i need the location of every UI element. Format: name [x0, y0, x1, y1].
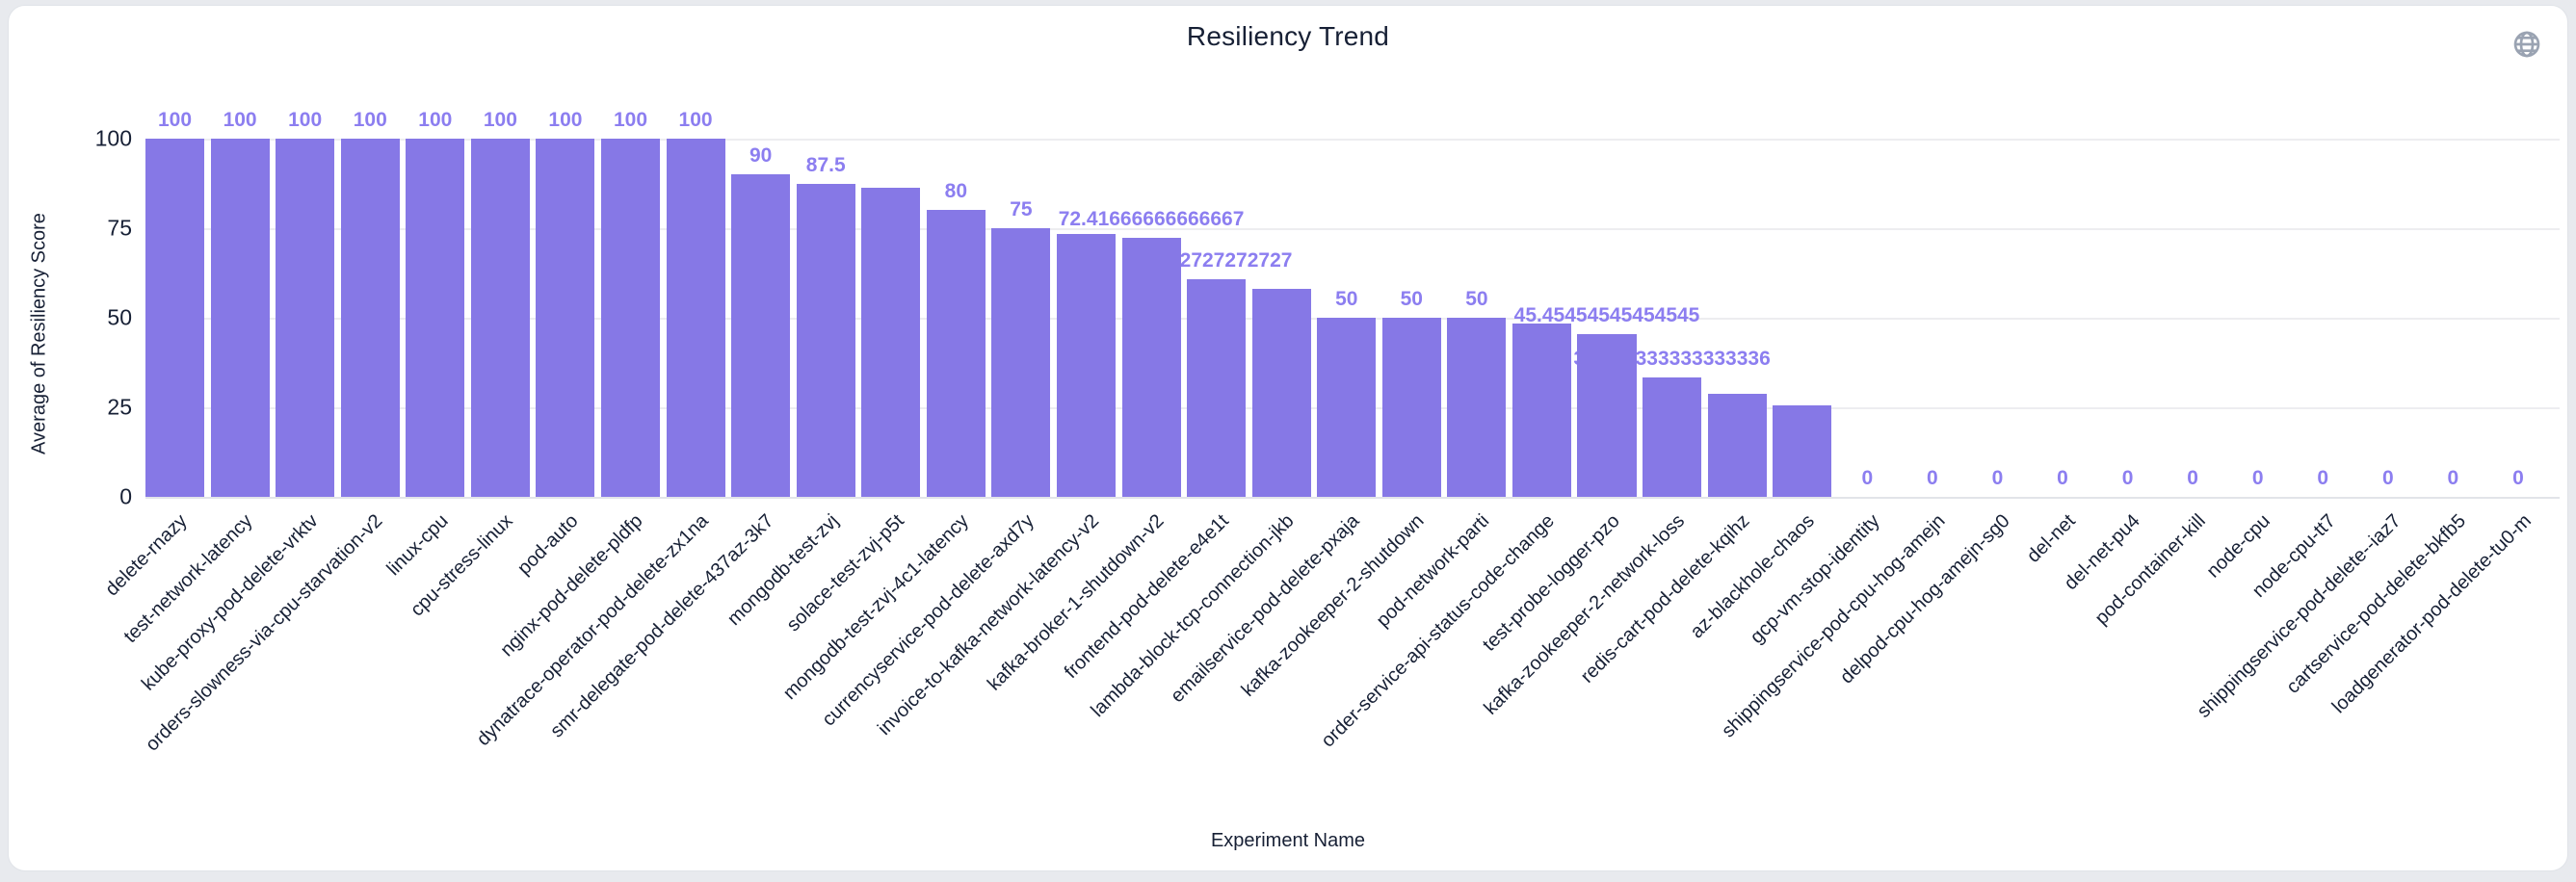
- bar[interactable]: [406, 139, 465, 497]
- bar-value-label: 87.5: [805, 153, 846, 176]
- bar-chart-plot: Average of Resiliency Score Experiment N…: [9, 6, 2567, 870]
- bar[interactable]: [340, 139, 400, 497]
- bar-value-label: 0: [1927, 467, 1938, 489]
- x-axis-label: az-blackhole-chaos: [1686, 510, 1820, 643]
- chart-card: Resiliency Trend Average of Resiliency S…: [8, 5, 2568, 871]
- bar[interactable]: [991, 228, 1051, 497]
- chart-title: Resiliency Trend: [1186, 21, 1390, 51]
- bar[interactable]: [1251, 289, 1311, 497]
- bar-value-label: 0: [2381, 467, 2394, 489]
- bar-value-label: 100: [483, 109, 517, 131]
- gridline-100: [145, 139, 2560, 141]
- y-tick-label-100: 100: [94, 125, 132, 151]
- x-axis-label: order-service-api-status-code-change: [1317, 510, 1560, 752]
- bar-value-label: 0: [1991, 467, 2004, 489]
- x-axis-label: dynatrace-operator-pod-delete-zx1na: [472, 510, 713, 751]
- x-axis-label: solace-test-zvj-p5t: [782, 510, 908, 636]
- y-tick-label-25: 25: [107, 394, 132, 420]
- bar-value-label: 100: [613, 109, 648, 131]
- bar[interactable]: [1056, 234, 1116, 497]
- bar[interactable]: [1317, 318, 1377, 497]
- bar[interactable]: [276, 139, 335, 497]
- bar-value-label: 100: [678, 109, 713, 131]
- bar-value-label: 0: [1861, 467, 1874, 489]
- bar[interactable]: [1577, 333, 1637, 497]
- bar[interactable]: [796, 183, 855, 497]
- bar-value-label: 90: [749, 144, 773, 168]
- bar-value-label: 45.45454545454545: [1513, 303, 1700, 326]
- gridline-75: [145, 228, 2560, 230]
- bar-value-label: 0: [2317, 467, 2329, 489]
- bar[interactable]: [1643, 377, 1702, 497]
- bar-value-label: 0: [2187, 467, 2198, 489]
- bar-value-label: 100: [548, 109, 583, 131]
- bar-value-label: 0: [2512, 467, 2524, 489]
- y-tick-label-50: 50: [107, 304, 132, 330]
- x-axis-label: pod-network-parti: [1372, 510, 1494, 632]
- bar-value-label: 50: [1400, 288, 1423, 310]
- x-axis-label: mongodb-test-zvj: [723, 510, 843, 631]
- bar[interactable]: [1707, 394, 1767, 497]
- bar[interactable]: [1121, 237, 1181, 497]
- bar-value-label: 50: [1335, 288, 1358, 310]
- bar[interactable]: [145, 139, 205, 497]
- bar[interactable]: [600, 139, 661, 497]
- x-axis-line: [145, 497, 2560, 499]
- bar-value-label: 50: [1465, 288, 1488, 310]
- globe-icon: [2513, 31, 2540, 58]
- bar-value-label: 0: [2251, 467, 2264, 489]
- bar[interactable]: [470, 139, 530, 497]
- x-axis-title: Experiment Name: [1210, 830, 1366, 851]
- y-axis-title: Average of Resiliency Score: [28, 213, 50, 454]
- bar[interactable]: [666, 139, 725, 497]
- bar-value-label: 0: [2121, 467, 2134, 489]
- x-axis-label: pod-container-kill: [2090, 510, 2210, 630]
- bar[interactable]: [1447, 318, 1507, 497]
- bar-value-label: 100: [418, 109, 453, 131]
- bar[interactable]: [1187, 279, 1247, 497]
- y-tick-label-0: 0: [119, 483, 132, 509]
- x-axis-label: orders-slowness-via-cpu-starvation-v2: [142, 510, 387, 756]
- bar[interactable]: [926, 210, 986, 497]
- bar-value-label: 100: [288, 109, 323, 131]
- bar[interactable]: [731, 174, 791, 497]
- bar-value-label: 100: [223, 109, 257, 131]
- bar-value-label: 0: [2447, 467, 2459, 489]
- bar-value-label: 72.41666666666667: [1058, 207, 1245, 230]
- bar-value-label: 0: [2057, 467, 2068, 489]
- bar-value-label: 100: [353, 109, 387, 131]
- x-axis-label: del-net: [2022, 510, 2080, 567]
- y-tick-label-75: 75: [107, 215, 132, 241]
- bar-value-label: 75: [1010, 198, 1033, 220]
- bar-value-label: 100: [158, 109, 193, 131]
- bar[interactable]: [1773, 405, 1832, 497]
- bar[interactable]: [536, 139, 595, 497]
- bar[interactable]: [861, 187, 921, 497]
- bar[interactable]: [210, 139, 270, 497]
- bar[interactable]: [1381, 318, 1441, 497]
- bar[interactable]: [1511, 324, 1571, 497]
- bar-value-label: 80: [944, 180, 968, 203]
